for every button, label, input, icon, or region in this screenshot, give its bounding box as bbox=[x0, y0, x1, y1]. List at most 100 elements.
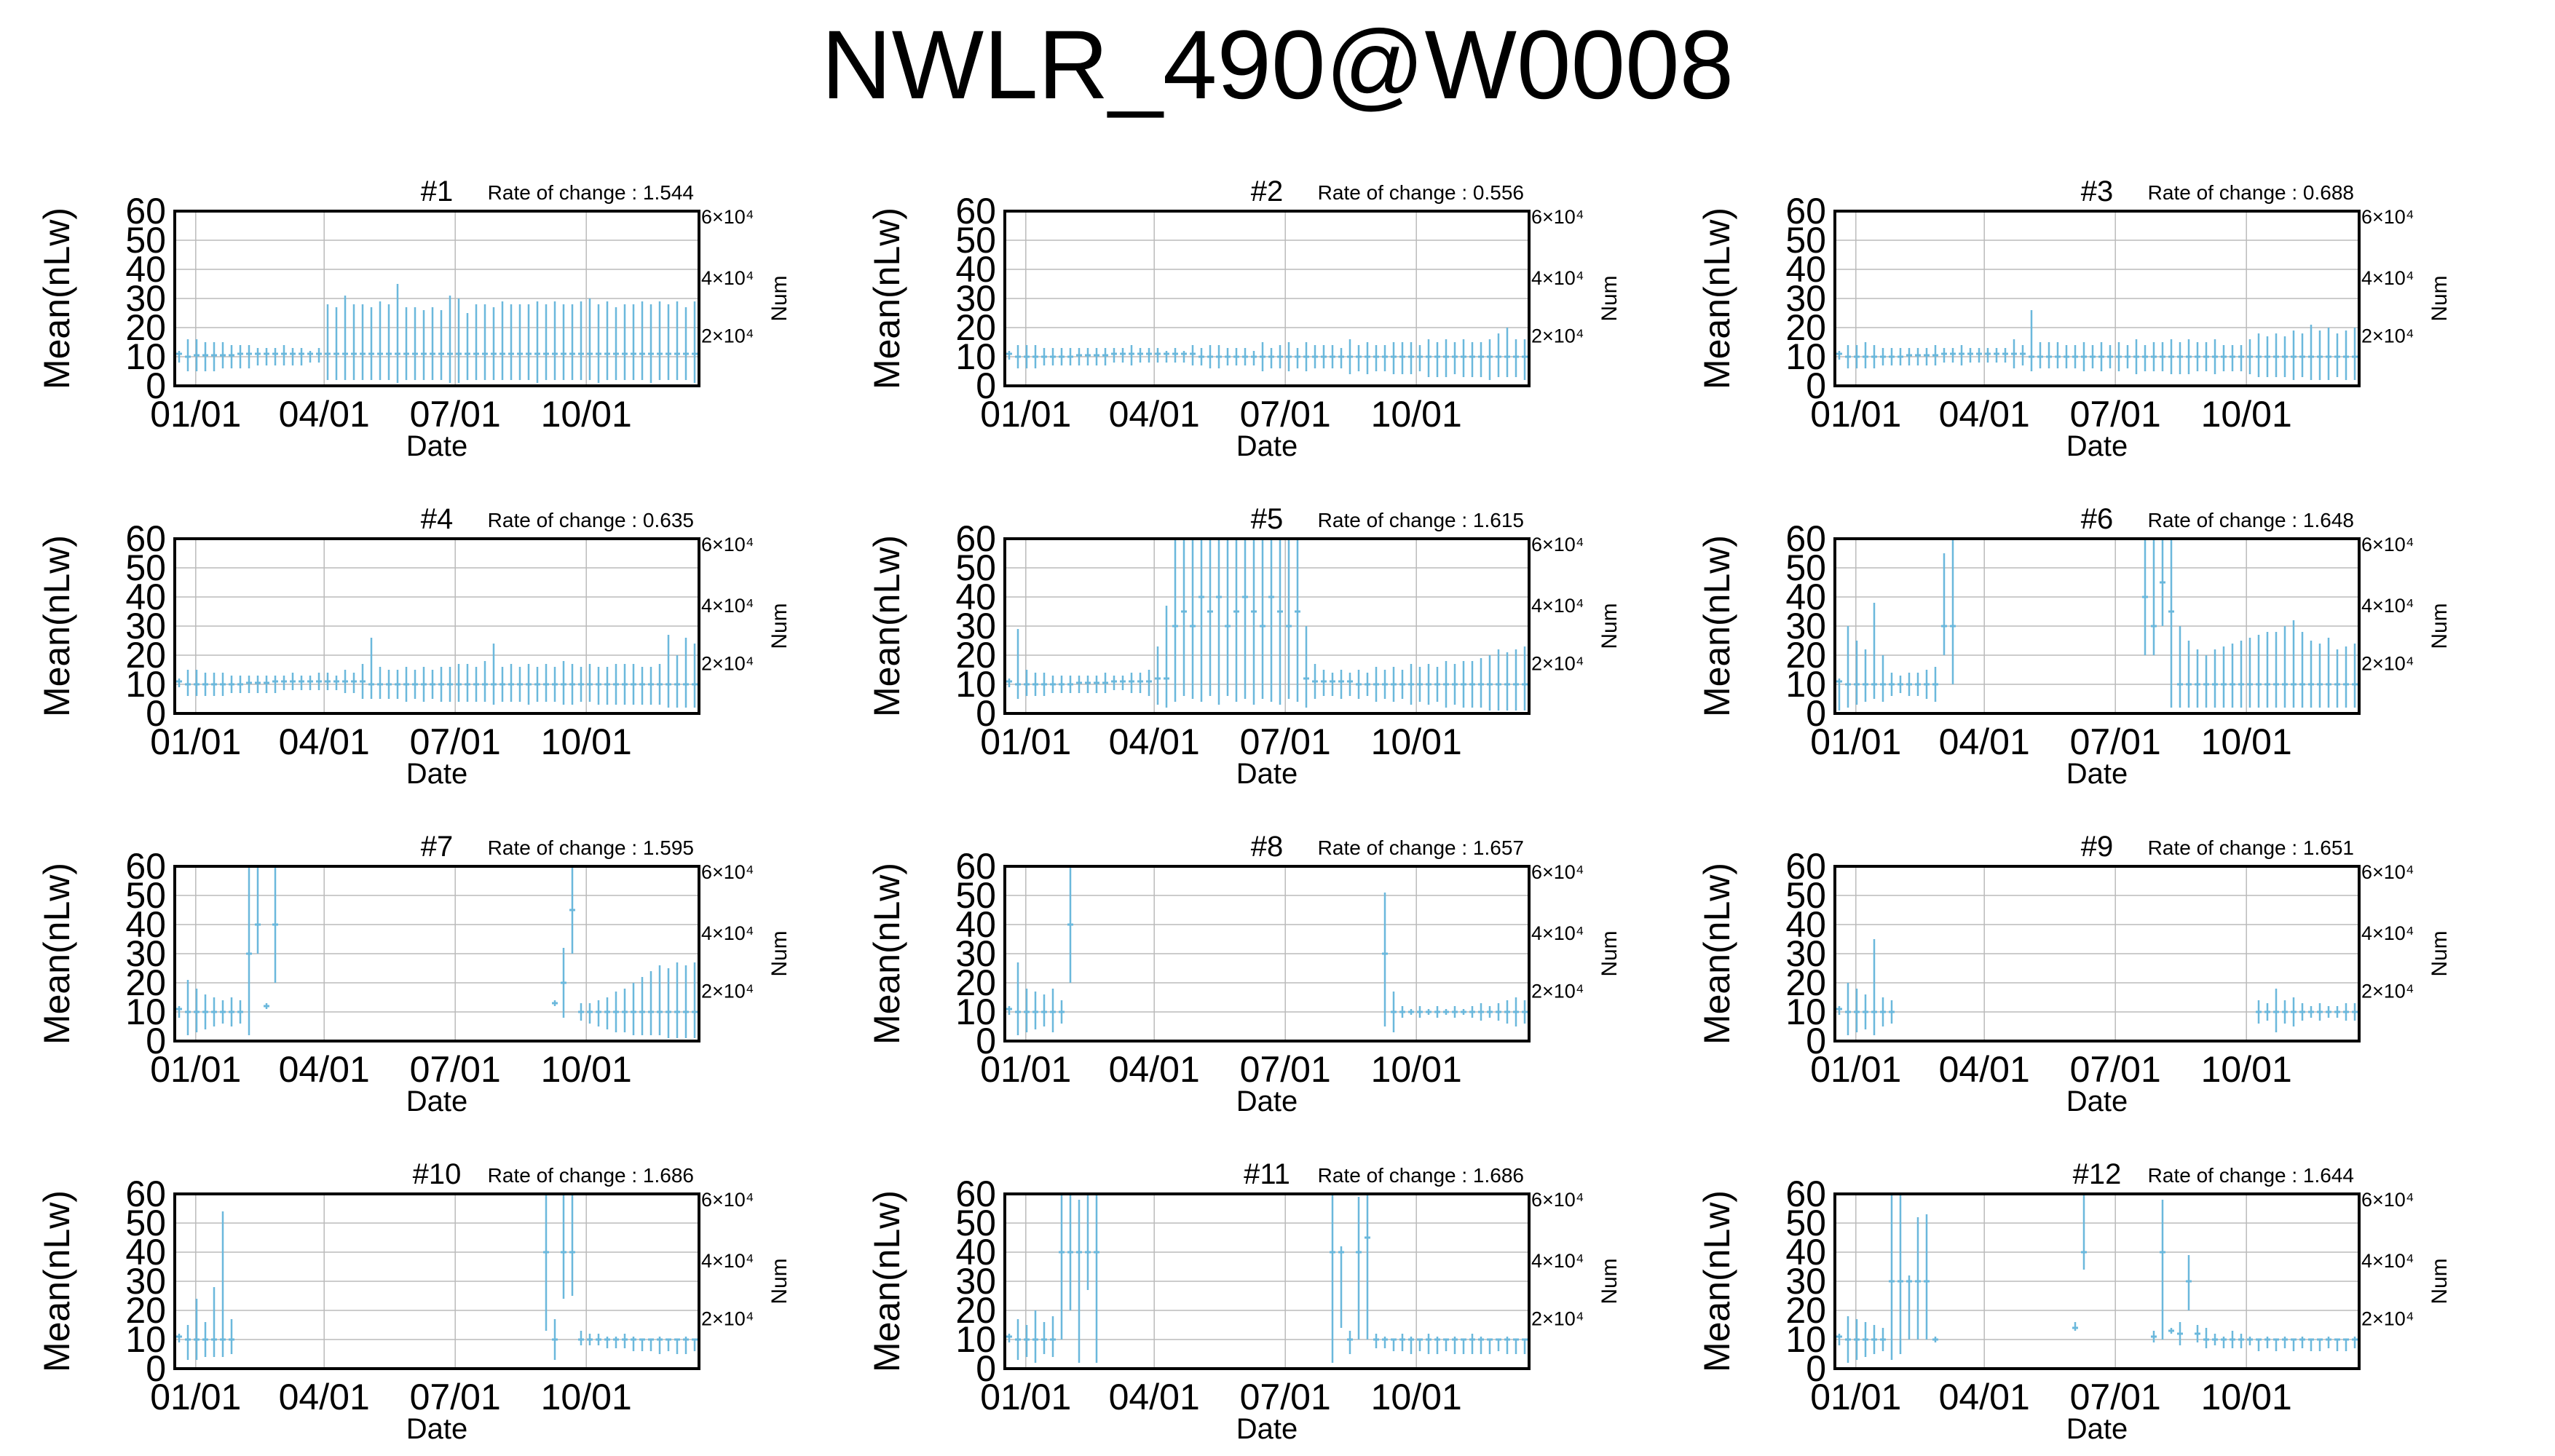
mean-mark bbox=[648, 683, 654, 686]
x-tick-label: 10/01 bbox=[1371, 394, 1462, 435]
x-tick-label: 01/01 bbox=[980, 394, 1071, 435]
mean-mark bbox=[613, 352, 619, 355]
chart-panel-5: 0 10 20 30 40 50 60 01/01 04/01 07/01 10/01 2×10⁴ 4×… bbox=[866, 495, 1704, 801]
mean-mark bbox=[1426, 683, 1431, 686]
mean-mark bbox=[1382, 1338, 1388, 1341]
mean-mark bbox=[1522, 1010, 1528, 1013]
mean-mark bbox=[1338, 355, 1344, 358]
mean-mark bbox=[2334, 1010, 2340, 1013]
chart-panel-10: 0 10 20 30 40 50 60 01/01 04/01 07/01 10/01 2×10⁴ 4×… bbox=[36, 1150, 874, 1456]
mean-mark bbox=[360, 352, 366, 355]
mean-mark bbox=[1330, 680, 1335, 683]
mean-mark bbox=[255, 352, 261, 355]
y-tick-label: 30 bbox=[1785, 1261, 1826, 1302]
mean-mark bbox=[1863, 355, 1868, 358]
y-tick-label: 10 bbox=[955, 1319, 996, 1360]
mean-mark bbox=[421, 352, 427, 355]
mean-mark bbox=[1845, 1338, 1851, 1341]
mean-mark bbox=[1172, 625, 1178, 628]
mean-mark bbox=[1399, 1338, 1405, 1341]
mean-mark bbox=[2282, 1010, 2288, 1013]
mean-mark bbox=[2072, 1326, 2078, 1329]
mean-mark bbox=[2334, 1338, 2340, 1341]
mean-mark bbox=[2256, 1338, 2262, 1341]
mean-mark bbox=[1496, 355, 1501, 358]
y-tick-label: 20 bbox=[1785, 307, 1826, 348]
x-axis-label: Date bbox=[1236, 1413, 1298, 1445]
x-tick-label: 04/01 bbox=[1109, 1049, 1200, 1090]
mean-mark bbox=[561, 352, 566, 355]
mean-mark bbox=[1295, 355, 1300, 358]
mean-mark bbox=[2020, 352, 2026, 355]
mean-mark bbox=[1880, 1338, 1886, 1341]
mean-mark bbox=[1863, 1010, 1868, 1013]
mean-mark bbox=[1452, 355, 1458, 358]
y-tick-label: 10 bbox=[1785, 664, 1826, 705]
mean-mark bbox=[237, 683, 243, 686]
mean-mark bbox=[1994, 352, 1999, 355]
mean-mark bbox=[1915, 354, 1921, 357]
mean-mark bbox=[1985, 352, 1991, 355]
y-tick-label: 10 bbox=[125, 664, 166, 705]
mean-mark bbox=[2299, 1010, 2305, 1013]
mean-mark bbox=[1522, 683, 1528, 686]
mean-mark bbox=[1417, 355, 1423, 358]
plot-frame bbox=[173, 865, 700, 1042]
x-tick-label: 01/01 bbox=[1810, 1377, 1901, 1417]
y-tick-label: 30 bbox=[125, 933, 166, 974]
y-tick-label: 10 bbox=[955, 992, 996, 1032]
y-tick-label: 10 bbox=[1785, 336, 1826, 377]
mean-mark bbox=[1032, 1338, 1038, 1341]
mean-mark bbox=[1461, 1010, 1466, 1013]
mean-mark bbox=[176, 680, 182, 683]
mean-mark bbox=[2186, 355, 2192, 358]
mean-mark bbox=[211, 683, 217, 686]
mean-mark bbox=[1356, 683, 1362, 686]
mean-mark bbox=[1059, 1010, 1065, 1013]
mean-mark bbox=[368, 683, 374, 686]
mean-mark bbox=[1067, 923, 1073, 926]
mean-mark bbox=[1015, 683, 1021, 686]
mean-mark bbox=[674, 683, 680, 686]
x-axis-label: Date bbox=[406, 430, 468, 462]
mean-mark bbox=[596, 1338, 601, 1341]
mean-mark bbox=[1382, 952, 1388, 955]
mean-mark bbox=[2230, 683, 2235, 686]
mean-mark bbox=[1889, 1010, 1895, 1013]
mean-mark bbox=[692, 1338, 698, 1341]
mean-mark bbox=[1504, 1338, 1510, 1341]
y-tick-label: 50 bbox=[1785, 875, 1826, 916]
panel-title: #1 bbox=[421, 175, 454, 207]
mean-mark bbox=[2317, 355, 2323, 358]
mean-mark bbox=[473, 683, 479, 686]
rate-of-change-label: Rate of change : 1.544 bbox=[488, 181, 694, 204]
mean-mark bbox=[692, 1010, 698, 1013]
mean-mark bbox=[1067, 683, 1073, 686]
y-tick-label: 0 bbox=[1806, 1348, 1826, 1389]
mean-mark bbox=[2282, 355, 2288, 358]
rate-of-change-label: Rate of change : 1.644 bbox=[2148, 1164, 2354, 1187]
mean-mark bbox=[604, 1010, 610, 1013]
x-tick-label: 10/01 bbox=[1371, 1377, 1462, 1417]
panel-title: #9 bbox=[2081, 831, 2114, 863]
mean-mark bbox=[622, 1338, 628, 1341]
mean-mark bbox=[211, 1010, 217, 1013]
y2-tick-label: 2×10⁴ bbox=[1531, 1307, 1584, 1329]
y2-tick-label: 2×10⁴ bbox=[2361, 652, 2414, 674]
x-tick-label: 07/01 bbox=[410, 394, 501, 435]
mean-mark bbox=[1898, 1280, 1903, 1283]
y2-axis-label: Num bbox=[767, 603, 791, 649]
mean-mark bbox=[1871, 683, 1877, 686]
x-axis-label: Date bbox=[2066, 758, 2128, 790]
mean-mark bbox=[1871, 1010, 1877, 1013]
mean-mark bbox=[1251, 610, 1257, 613]
mean-mark bbox=[2264, 355, 2270, 358]
mean-mark bbox=[1898, 683, 1903, 686]
mean-mark bbox=[368, 352, 374, 355]
mean-mark bbox=[2107, 355, 2113, 358]
mean-mark bbox=[2142, 355, 2148, 358]
mean-mark bbox=[2055, 355, 2061, 358]
mean-mark bbox=[526, 352, 532, 355]
mean-mark bbox=[596, 1010, 601, 1013]
